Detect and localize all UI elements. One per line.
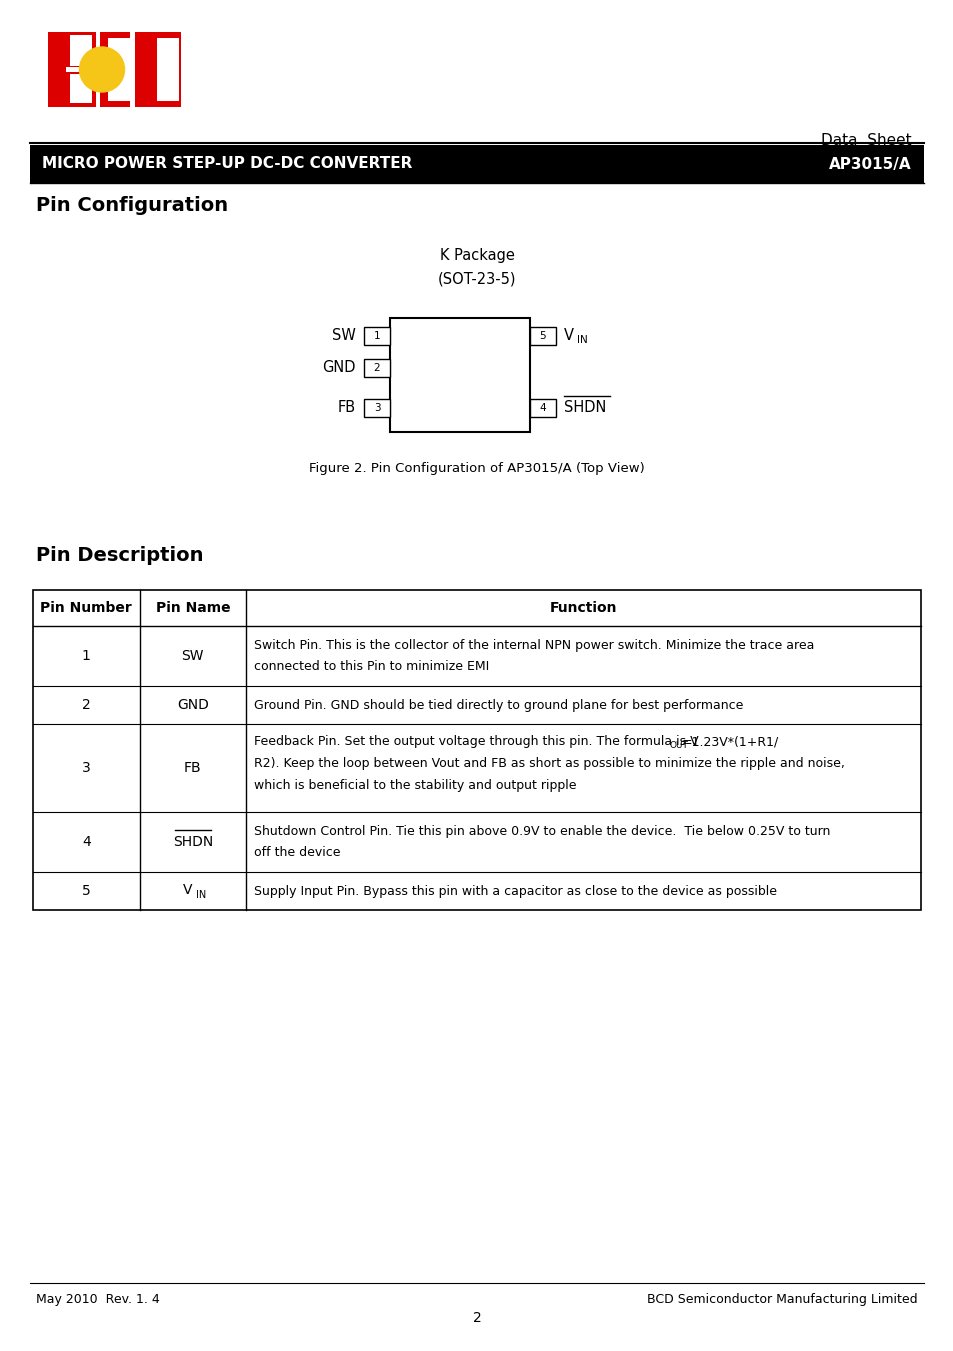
Bar <box>364 327 390 345</box>
Bar <box>70 35 91 66</box>
Text: K Package: K Package <box>439 249 514 263</box>
Text: SHDN: SHDN <box>563 400 606 416</box>
Text: connected to this Pin to minimize EMI: connected to this Pin to minimize EMI <box>253 659 489 673</box>
Text: Pin Name: Pin Name <box>155 601 230 615</box>
Bar <box>364 359 390 377</box>
Text: Ground Pin. GND should be tied directly to ground plane for best performance: Ground Pin. GND should be tied directly … <box>253 698 742 712</box>
Text: May 2010  Rev. 1. 4: May 2010 Rev. 1. 4 <box>36 1293 159 1306</box>
Text: IN: IN <box>195 890 206 900</box>
Text: SHDN: SHDN <box>172 835 213 848</box>
Bar <box>364 399 390 417</box>
Bar <box>390 317 530 432</box>
Text: Data  Sheet: Data Sheet <box>821 132 911 149</box>
Text: 2: 2 <box>374 363 380 373</box>
Bar <box>530 399 556 417</box>
Text: IN: IN <box>577 335 587 345</box>
Text: 4: 4 <box>82 835 91 848</box>
Bar <box>530 327 556 345</box>
Text: Figure 2. Pin Configuration of AP3015/A (Top View): Figure 2. Pin Configuration of AP3015/A … <box>309 462 644 476</box>
Text: GND: GND <box>322 361 355 376</box>
Text: Shutdown Control Pin. Tie this pin above 0.9V to enable the device.  Tie below 0: Shutdown Control Pin. Tie this pin above… <box>253 825 830 839</box>
Bar <box>157 38 179 101</box>
Text: FB: FB <box>184 761 201 775</box>
Text: Feedback Pin. Set the output voltage through this pin. The formula is V: Feedback Pin. Set the output voltage thr… <box>253 735 698 748</box>
Text: 5: 5 <box>539 331 546 340</box>
Text: OUT: OUT <box>669 740 688 750</box>
Bar <box>66 72 96 107</box>
Text: Supply Input Pin. Bypass this pin with a capacitor as close to the device as pos: Supply Input Pin. Bypass this pin with a… <box>253 885 777 897</box>
Bar <box>152 32 181 107</box>
Text: GND: GND <box>176 698 209 712</box>
Text: SW: SW <box>332 328 355 343</box>
Bar <box>48 32 66 107</box>
Text: Function: Function <box>549 601 617 615</box>
Text: AP3015/A: AP3015/A <box>828 157 911 172</box>
Text: 5: 5 <box>82 884 91 898</box>
Text: 3: 3 <box>374 403 380 413</box>
Bar <box>100 32 130 107</box>
Text: 3: 3 <box>82 761 91 775</box>
Bar <box>70 74 91 103</box>
Text: 2: 2 <box>472 1310 481 1325</box>
Text: 1: 1 <box>374 331 380 340</box>
Text: V: V <box>183 884 193 897</box>
Text: BCD Semiconductor Manufacturing Limited: BCD Semiconductor Manufacturing Limited <box>647 1293 917 1306</box>
Bar <box>30 145 923 182</box>
Text: off the device: off the device <box>253 846 340 858</box>
Bar <box>66 32 96 68</box>
Bar <box>108 38 130 101</box>
Bar <box>33 590 920 911</box>
Text: (SOT-23-5): (SOT-23-5) <box>437 272 516 286</box>
Text: Pin Configuration: Pin Configuration <box>36 196 228 215</box>
Text: Switch Pin. This is the collector of the internal NPN power switch. Minimize the: Switch Pin. This is the collector of the… <box>253 639 814 653</box>
Text: SW: SW <box>181 648 204 663</box>
Text: R2). Keep the loop between Vout and FB as short as possible to minimize the ripp: R2). Keep the loop between Vout and FB a… <box>253 758 844 770</box>
Bar <box>135 32 152 107</box>
Text: V: V <box>563 327 574 343</box>
Bar <box>66 68 96 72</box>
Text: 4: 4 <box>539 403 546 413</box>
Text: 1: 1 <box>82 648 91 663</box>
Text: FB: FB <box>337 400 355 416</box>
Text: MICRO POWER STEP-UP DC-DC CONVERTER: MICRO POWER STEP-UP DC-DC CONVERTER <box>42 157 412 172</box>
Circle shape <box>79 47 125 92</box>
Text: which is beneficial to the stability and output ripple: which is beneficial to the stability and… <box>253 780 576 793</box>
Text: 2: 2 <box>82 698 91 712</box>
Text: Pin Number: Pin Number <box>40 601 132 615</box>
Text: Pin Description: Pin Description <box>36 546 203 565</box>
Text: =1.23V*(1+R1/: =1.23V*(1+R1/ <box>681 735 779 748</box>
